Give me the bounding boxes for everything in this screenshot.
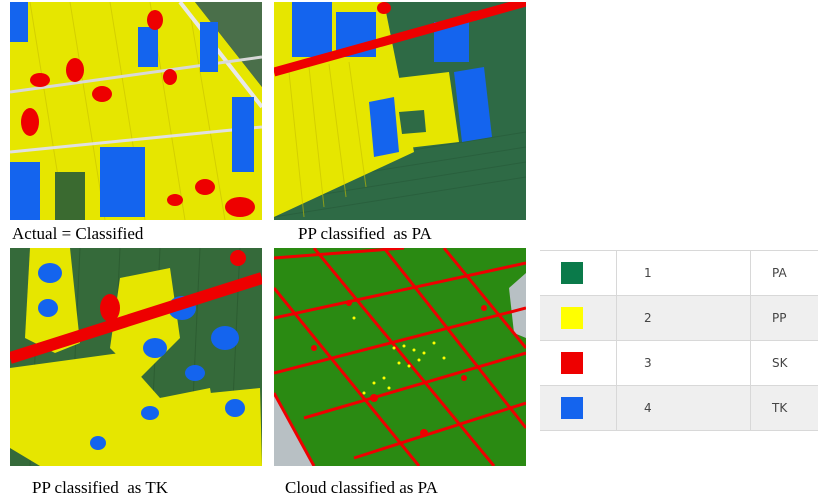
legend-label: SK — [772, 356, 788, 370]
legend-code: 1 — [644, 266, 652, 280]
panel-caption: PP classified as PA — [298, 224, 432, 243]
legend-label: PP — [772, 311, 787, 325]
legend-swatch — [561, 397, 583, 419]
classified-map-actual — [10, 2, 262, 220]
legend-code: 3 — [644, 356, 652, 370]
legend-table: 1 PA 2 PP 3 SK 4 TK — [540, 250, 818, 433]
panel-caption: Actual = Classified — [12, 224, 144, 243]
legend-row: 2 PP — [540, 296, 818, 341]
legend-row: 1 PA — [540, 251, 818, 296]
legend-swatch — [561, 262, 583, 284]
legend-label: PA — [772, 266, 787, 280]
column-divider — [616, 341, 617, 385]
column-divider — [750, 296, 751, 340]
column-divider — [616, 296, 617, 340]
legend-swatch — [561, 352, 583, 374]
legend-code: 2 — [644, 311, 652, 325]
classified-map-pp-as-tk — [10, 248, 262, 466]
panel-caption: PP classified as TK — [32, 478, 168, 497]
classified-map-pp-as-pa — [274, 2, 526, 220]
legend-label: TK — [772, 401, 788, 415]
legend-row: 3 SK — [540, 341, 818, 386]
legend-code: 4 — [644, 401, 652, 415]
legend-swatch — [561, 307, 583, 329]
classified-map-cloud-as-pa — [274, 248, 526, 466]
column-divider — [750, 341, 751, 385]
panel-caption: Cloud classified as PA — [285, 478, 438, 497]
legend-row: 4 TK — [540, 386, 818, 431]
column-divider — [750, 386, 751, 430]
column-divider — [616, 386, 617, 430]
column-divider — [616, 251, 617, 295]
column-divider — [750, 251, 751, 295]
